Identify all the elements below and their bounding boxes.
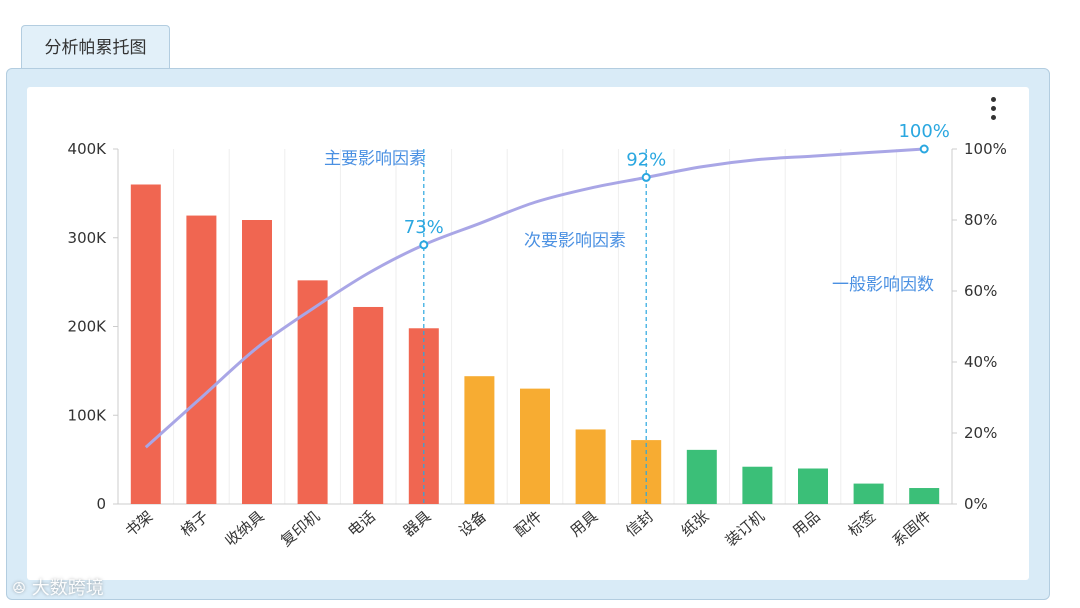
bar-major [353,306,384,504]
y-tick-label-right: 80% [964,211,997,229]
bar-general [686,449,717,504]
bar-general [853,483,884,504]
category-label: 器具 [400,507,435,540]
category-label: 用具 [567,507,602,540]
bar-major [186,215,217,504]
bar-major [297,280,328,504]
category-label: 系固件 [889,507,935,550]
cumulative-line [144,144,929,504]
y-tick-label-left: 400K [68,140,108,158]
category-label: 椅子 [177,507,212,540]
tab-pareto-analysis[interactable]: 分析帕累托图 [21,25,170,69]
y-tick-label-left: 200K [68,318,108,336]
y-tick-label-left: 0 [96,495,106,513]
category-label: 用品 [789,507,824,540]
axes: 0 100K 200K 300K 400K 0% 20% 40% 60% 80% 100% [68,140,1007,513]
bar-general [742,466,773,504]
y-tick-label-right: 60% [964,282,997,300]
category-label: 收纳具 [222,507,268,550]
bar-major [242,220,272,504]
y-tick-label-right: 0% [964,495,988,513]
category-label: 装订机 [722,507,768,550]
watermark: ꔮ 大数跨境 [12,574,104,600]
bar-general [798,468,828,504]
bar-secondary [520,388,550,504]
category-label: 复印机 [277,507,323,550]
y-tick-label-right: 20% [964,424,997,442]
bar-secondary [464,376,495,504]
threshold-marker [419,240,429,250]
y-tick-label-left: 300K [68,229,108,247]
y-tick-label-right: 40% [964,353,997,371]
threshold-percent-label: 92% [626,149,666,170]
zone-label-secondary: 次要影响因素 [524,231,626,251]
y-tick-label-left: 100K [68,406,108,424]
y-tick-label-right: 100% [964,140,1007,158]
category-label: 书架 [122,507,157,540]
watermark-text: 大数跨境 [31,578,104,599]
bar-general [909,488,940,504]
category-label: 电话 [344,507,379,540]
category-label: 标签 [845,507,880,540]
cumulative-percent-line [144,147,925,449]
category-label: 配件 [511,507,546,540]
threshold-marker [641,172,651,182]
threshold-percent-label: 100% [898,121,949,142]
category-label: 信封 [622,507,657,540]
threshold-marker [919,144,929,154]
category-label: 纸张 [678,507,713,540]
zone-label-major: 主要影响因素 [324,149,426,169]
bar-major [130,184,161,504]
category-label: 设备 [455,507,490,540]
threshold-percent-label: 73% [404,217,444,238]
more-options-icon[interactable] [985,97,1001,127]
zone-label-general: 一般影响因数 [832,275,934,295]
watermark-logo-icon: ꔮ [12,578,32,599]
bar-secondary [575,429,606,504]
